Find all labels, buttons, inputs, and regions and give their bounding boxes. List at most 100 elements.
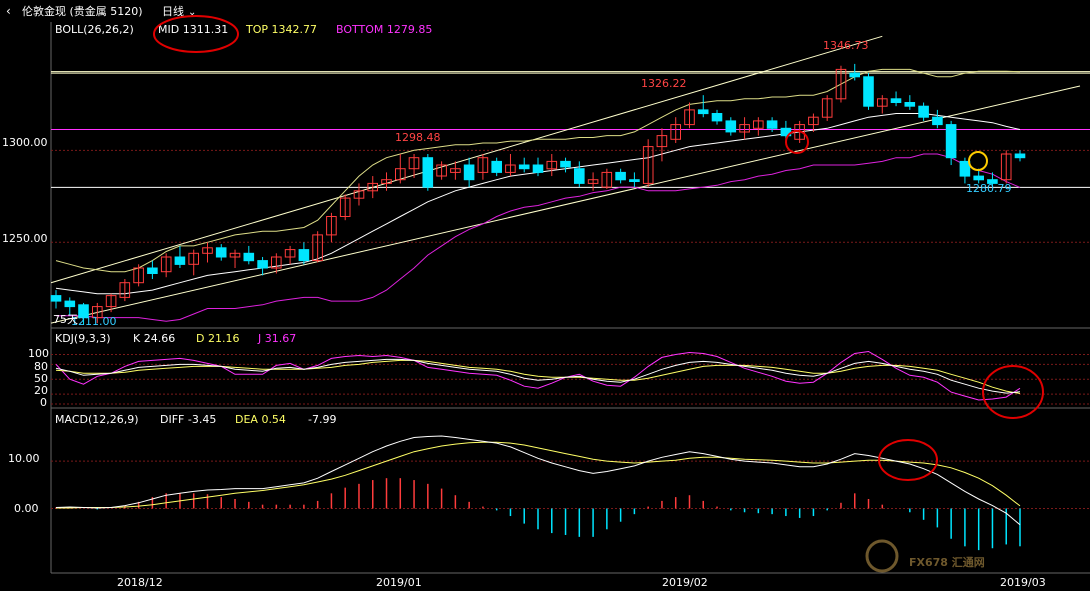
candle-up (353, 190, 365, 199)
low-label-1: 1280.79 (966, 182, 1012, 195)
trendline-lower (50, 85, 1081, 324)
kdj-tick-100: 100 (28, 347, 49, 360)
candle-up (656, 135, 668, 148)
macd-diff-value: DIFF -3.45 (160, 413, 216, 426)
candle-up (739, 124, 750, 133)
period-select[interactable]: 日线 (162, 4, 184, 18)
candle-up (367, 182, 378, 192)
instrument-title: 伦敦金现 (贵金属 5120) (22, 4, 143, 18)
kdj-cross-highlight-circle (982, 365, 1044, 419)
candle-up (271, 256, 282, 269)
candle-up (119, 282, 131, 298)
candle-down (849, 72, 861, 78)
candle-down (243, 252, 255, 262)
candle-down (215, 247, 227, 258)
boll-mid-value: MID 1311.31 (158, 23, 228, 36)
candle-down (491, 160, 502, 173)
candle-up (381, 179, 392, 184)
kdj-label[interactable]: KDJ(9,3,3) (55, 332, 111, 345)
candle-up (284, 249, 296, 258)
kdj-legend: KDJ(9,3,3) K 24.66 D 21.16 J 31.67 (55, 332, 296, 345)
macd-diff-line (55, 435, 1021, 526)
candle-up (312, 234, 323, 262)
candle-down (257, 260, 268, 269)
macd-legend: MACD(12,26,9) DIFF -3.45 DEA 0.54 -7.99 (55, 413, 336, 426)
kdj-tick-20: 20 (34, 384, 48, 397)
candle-up (450, 168, 461, 173)
kdj-lines (55, 350, 1021, 401)
date-tick-2019-02: 2019/02 (662, 576, 708, 589)
candle-down (766, 120, 778, 129)
vol-tag: 75天 (53, 313, 78, 326)
macd-hist-value: -7.99 (308, 413, 336, 426)
candle-up (835, 68, 847, 100)
candle-up (477, 157, 489, 173)
macd-histogram (55, 478, 1021, 551)
date-tick-2019-03: 2019/03 (1000, 576, 1046, 589)
candle-down (725, 120, 737, 133)
macd-lines (55, 435, 1021, 526)
candles (50, 63, 1026, 325)
boll-legend: BOLL(26,26,2) MID 1311.31 TOP 1342.77 BO… (55, 23, 432, 36)
candle-up (684, 109, 695, 126)
candle-up (505, 164, 516, 173)
watermark-text: FX678 汇通网 (909, 556, 985, 569)
boll-bottom-value: BOTTOM 1279.85 (336, 23, 432, 36)
candle-up (877, 98, 888, 107)
candle-down (711, 113, 723, 122)
candle-down (560, 160, 571, 168)
candle-up (339, 197, 351, 218)
low-label-start: 1211.00 (71, 315, 117, 328)
candle-up (546, 160, 558, 170)
candle-up (642, 146, 654, 184)
boll-bottom-line (56, 153, 1021, 322)
chevron-left-icon[interactable]: ‹ (6, 4, 11, 18)
candle-down (422, 157, 434, 188)
watermark: FX678 汇通网 (865, 539, 985, 573)
cross-highlight-circle (785, 130, 809, 154)
candle-up (229, 252, 241, 258)
candle-down (174, 256, 186, 265)
macd-tick-0: 0.00 (14, 502, 39, 515)
candle-down (147, 267, 158, 274)
date-axis: 2018/12 2019/01 2019/02 2019/03 (117, 576, 1046, 589)
candle-up (133, 267, 144, 284)
title-bar: ‹ 伦敦金现 (贵金属 5120) 日线 ⌄ (6, 4, 196, 18)
macd-dea-line (56, 441, 1021, 509)
kdj-k-line (55, 358, 1021, 394)
boll-label[interactable]: BOLL(26,26,2) (55, 23, 134, 36)
macd-cross-highlight-circle (878, 439, 938, 481)
candle-down (50, 295, 62, 302)
high-label-2: 1326.22 (641, 77, 687, 90)
candle-down (574, 168, 585, 184)
macd-tick-10: 10.00 (8, 452, 40, 465)
candle-down (959, 160, 971, 177)
high-label-3: 1346.73 (823, 39, 869, 52)
candle-up (202, 247, 213, 254)
candle-down (945, 124, 957, 159)
candle-up (188, 252, 199, 265)
kdj-k-value: K 24.66 (133, 332, 175, 345)
kdj-tick-80: 80 (34, 360, 48, 373)
candle-up (753, 120, 764, 129)
watermark-logo-icon (865, 539, 899, 573)
chevron-down-icon[interactable]: ⌄ (188, 7, 196, 18)
kdj-j-line (55, 350, 1021, 401)
macd-grid (51, 460, 1090, 509)
macd-label[interactable]: MACD(12,26,9) (55, 413, 139, 426)
price-tick-1250: 1250.00 (2, 232, 48, 245)
macd-dea-value: DEA 0.54 (235, 413, 286, 426)
trend-lines (50, 35, 1081, 324)
candle-up (395, 168, 406, 181)
candle-up (326, 216, 337, 236)
candle-down (298, 249, 310, 262)
candle-down (1014, 153, 1026, 159)
candle-up (1000, 153, 1012, 181)
kdj-j-value: J 31.67 (257, 332, 296, 345)
boll-mid-line (55, 113, 1021, 295)
candle-down (863, 76, 874, 107)
candle-down (64, 300, 76, 308)
date-tick-2019-01: 2019/01 (376, 576, 422, 589)
candle-up (821, 98, 833, 118)
candle-down (78, 304, 89, 319)
